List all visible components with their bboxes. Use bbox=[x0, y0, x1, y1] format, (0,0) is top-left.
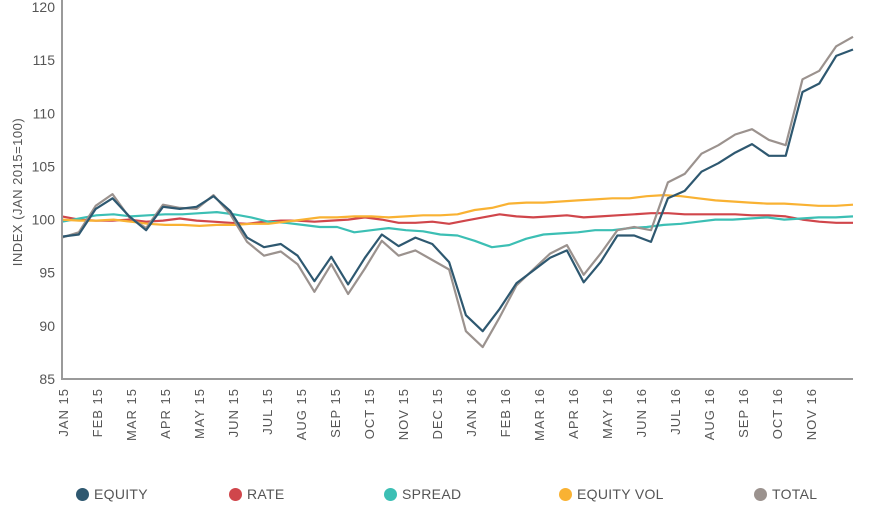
x-tick-label: JUL 15 bbox=[260, 388, 275, 435]
y-tick-label: 120 bbox=[32, 0, 56, 15]
x-tick-label: APR 16 bbox=[566, 388, 581, 439]
legend-label: TOTAL bbox=[772, 486, 818, 502]
series-lines bbox=[61, 35, 854, 349]
legend-label: EQUITY bbox=[94, 486, 148, 502]
legend-item: TOTAL bbox=[754, 486, 817, 502]
legend-dot-icon bbox=[229, 487, 242, 501]
x-tick-label: AUG 16 bbox=[702, 388, 717, 440]
legend: EQUITY RATE SPREAD EQUITY VOL TOTAL bbox=[0, 486, 870, 510]
series-line-equity-vol bbox=[61, 194, 854, 227]
x-tick-label: MAR 15 bbox=[124, 388, 139, 441]
x-tick-label: DEC 15 bbox=[430, 388, 445, 440]
series-line-equity bbox=[61, 48, 854, 333]
x-tick-label: AUG 15 bbox=[294, 388, 309, 440]
legend-dot-icon bbox=[76, 487, 89, 501]
x-tick-label: JAN 16 bbox=[464, 388, 479, 437]
x-tick-label: APR 15 bbox=[158, 388, 173, 439]
x-tick-label: FEB 15 bbox=[90, 388, 105, 437]
series-line-spread bbox=[61, 211, 854, 249]
x-tick-label: SEP 15 bbox=[328, 388, 343, 438]
x-tick-label: MAY 15 bbox=[192, 388, 207, 439]
y-tick-label: 90 bbox=[39, 318, 55, 334]
legend-item: EQUITY VOL bbox=[559, 486, 664, 502]
legend-label: RATE bbox=[247, 486, 285, 502]
x-tick-label: OCT 16 bbox=[770, 388, 785, 439]
legend-label: SPREAD bbox=[402, 486, 462, 502]
x-tick-label: NOV 16 bbox=[804, 388, 819, 440]
y-tick-label: 110 bbox=[33, 105, 56, 121]
legend-item: SPREAD bbox=[384, 486, 461, 502]
x-tick-label: JUN 16 bbox=[634, 388, 649, 437]
y-tick-label: 100 bbox=[32, 212, 56, 228]
y-axis-title: INDEX (JAN 2015=100) bbox=[10, 118, 25, 266]
legend-dot-icon bbox=[754, 487, 767, 501]
x-tick-label: JUL 16 bbox=[668, 388, 683, 435]
legend-dot-icon bbox=[559, 487, 572, 501]
y-tick-label: 115 bbox=[33, 52, 56, 68]
series-line-total bbox=[61, 35, 854, 349]
legend-item: EQUITY bbox=[76, 486, 148, 502]
x-tick-label: SEP 16 bbox=[736, 388, 751, 438]
y-tick-labels: 85 90 95 100 105 110 115 120 bbox=[32, 0, 56, 387]
y-tick-label: 95 bbox=[39, 265, 55, 281]
x-tick-label: JUN 15 bbox=[226, 388, 241, 437]
series-line-rate bbox=[61, 212, 853, 225]
x-tick-label: MAY 16 bbox=[600, 388, 615, 439]
x-tick-label: JAN 15 bbox=[56, 388, 71, 437]
y-tick-label: 85 bbox=[39, 371, 55, 387]
x-tick-label: FEB 16 bbox=[498, 388, 513, 437]
legend-dot-icon bbox=[384, 487, 397, 501]
x-tick-label: NOV 15 bbox=[396, 388, 411, 440]
y-tick-label: 105 bbox=[32, 158, 56, 174]
x-tick-label: OCT 15 bbox=[362, 388, 377, 439]
line-chart: 85 90 95 100 105 110 115 120 JAN 15 FEB 15 MAR 15… bbox=[10, 0, 854, 441]
x-tick-labels: JAN 15 FEB 15 MAR 15 APR 15 MAY 15 JUN 15 JUL … bbox=[56, 388, 819, 441]
x-tick-label: MAR 16 bbox=[532, 388, 547, 441]
legend-label: EQUITY VOL bbox=[577, 486, 664, 502]
legend-item: RATE bbox=[229, 486, 285, 502]
